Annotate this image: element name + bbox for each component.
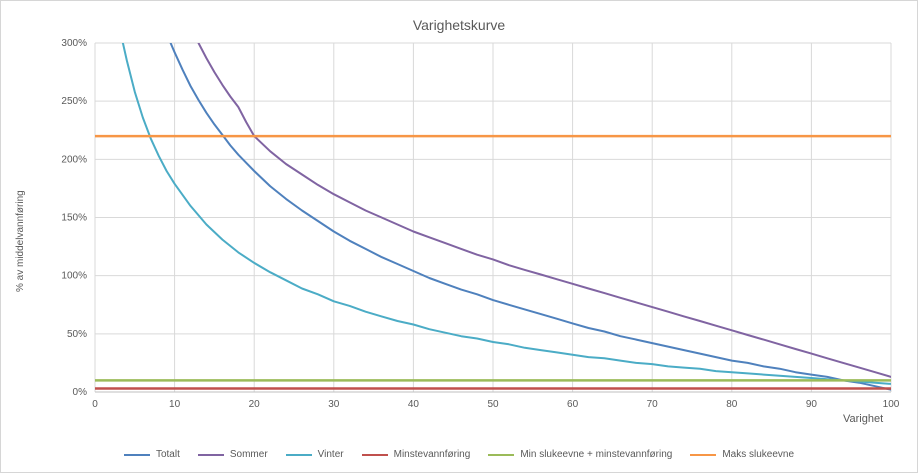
chart-title: Varighetskurve — [412, 17, 506, 33]
x-tick-label: 60 — [567, 399, 579, 410]
series-line-totalt — [169, 43, 891, 391]
legend-label: Min slukeevne + minstevannføring — [520, 449, 673, 460]
legend-item: Minstevannføring — [361, 449, 471, 460]
legend-item: Totalt — [123, 449, 180, 460]
x-tick-label: 40 — [408, 399, 420, 410]
x-tick-label: 80 — [726, 399, 738, 410]
legend-item: Maks slukeevne — [690, 449, 794, 460]
legend-label: Sommer — [229, 449, 268, 460]
x-tick-label: 30 — [328, 399, 340, 410]
y-tick-label: 200% — [61, 154, 87, 165]
y-tick-label: 250% — [61, 96, 87, 107]
y-tick-label: 300% — [61, 38, 87, 49]
y-tick-label: 0% — [73, 387, 88, 398]
y-tick-label: 150% — [61, 213, 87, 224]
legend-swatch — [488, 453, 515, 456]
legend: Totalt Sommer Vinter Minstevannføring Min sl… — [1, 449, 917, 460]
y-tick-label: 100% — [61, 271, 87, 282]
legend-swatch — [285, 453, 312, 456]
legend-swatch — [123, 453, 150, 456]
series-line-sommer — [197, 43, 891, 378]
x-tick-label: 50 — [487, 399, 499, 410]
x-tick-label: 10 — [169, 399, 181, 410]
x-tick-label: 20 — [249, 399, 261, 410]
series-line-vinter — [121, 43, 891, 385]
y-tick-label: 50% — [67, 329, 87, 340]
x-tick-label: 100 — [883, 399, 900, 410]
legend-swatch — [361, 453, 388, 456]
x-axis-title: Varighet — [843, 413, 884, 425]
legend-item: Vinter — [285, 449, 344, 460]
legend-item: Sommer — [197, 449, 268, 460]
legend-label: Totalt — [155, 449, 180, 460]
x-tick-label: 70 — [647, 399, 659, 410]
legend-item: Min slukeevne + minstevannføring — [488, 449, 672, 460]
x-tick-label: 90 — [806, 399, 818, 410]
legend-swatch — [690, 453, 717, 456]
legend-swatch — [197, 453, 224, 456]
legend-label: Minstevannføring — [393, 449, 471, 460]
x-tick-label: 0 — [92, 399, 98, 410]
legend-label: Maks slukeevne — [722, 449, 795, 460]
legend-label: Vinter — [317, 449, 344, 460]
